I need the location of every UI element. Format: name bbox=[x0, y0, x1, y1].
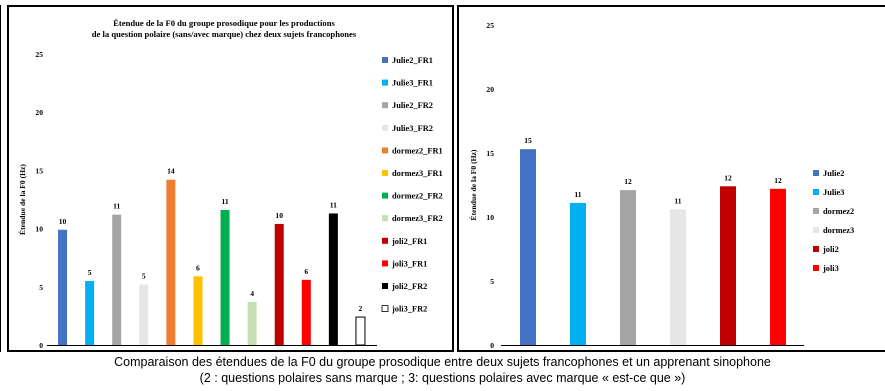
left-edge-line bbox=[0, 5, 1, 352]
legend-entry: Julie2 bbox=[823, 169, 844, 178]
legend-entry: Julie3 bbox=[823, 188, 844, 197]
legend-entry: joli3 bbox=[822, 264, 839, 273]
legend-swatch bbox=[813, 208, 819, 214]
y-tick-label: 5 bbox=[490, 277, 494, 286]
bar-julie3-fr1 bbox=[85, 280, 95, 345]
legend-swatch bbox=[382, 124, 388, 131]
bar-joli2-fr2 bbox=[328, 213, 338, 345]
legend-swatch bbox=[382, 102, 388, 109]
legend-swatch bbox=[813, 246, 819, 252]
data-label: 5 bbox=[88, 268, 92, 277]
data-label: 12 bbox=[724, 173, 732, 182]
y-tick-label: 25 bbox=[486, 21, 494, 30]
chart-sinophone: Étendue de la F0 (Hz) 0 5 10 15 20 25 15 11 12 11 1… bbox=[468, 21, 854, 350]
bar-joli3-fr1 bbox=[301, 279, 311, 345]
y-tick-label: 20 bbox=[486, 85, 494, 94]
legend-entry: joli2_FR1 bbox=[391, 237, 427, 246]
bar-joli2 bbox=[720, 186, 736, 345]
legend-entry: dormez2 bbox=[823, 207, 854, 216]
bar-julie2 bbox=[520, 149, 536, 345]
data-label: 6 bbox=[304, 267, 308, 276]
data-label: 11 bbox=[674, 196, 681, 205]
bar-joli3 bbox=[770, 188, 786, 345]
figure-caption-line-2: (2 : questions polaires sans marque ; 3:… bbox=[199, 371, 686, 385]
y-tick-label: 20 bbox=[35, 108, 43, 117]
legend-swatch bbox=[382, 57, 388, 63]
bar-dormez2-fr2 bbox=[220, 209, 230, 345]
legend-entry: Julie2_FR2 bbox=[392, 101, 433, 110]
bar-julie3 bbox=[570, 202, 586, 345]
bar-joli2-fr1 bbox=[274, 223, 284, 345]
figure-caption-line-1: Comparaison des étendues de la F0 du gro… bbox=[114, 355, 771, 369]
legend-swatch bbox=[382, 147, 388, 154]
bar-dormez3-fr2 bbox=[247, 301, 257, 345]
chart-panel-francophones: Étendue de la F0 du groupe prosodique po… bbox=[7, 5, 454, 352]
y-axis-label: Étendue de la F0 (Hz) bbox=[17, 164, 27, 235]
bar-dormez2-fr1 bbox=[166, 179, 176, 345]
data-label: 11 bbox=[574, 190, 581, 199]
legend-swatch bbox=[382, 260, 388, 267]
legend-entry: Julie2_FR1 bbox=[392, 56, 433, 65]
data-label: 12 bbox=[774, 176, 782, 185]
chart-francophones: Étendue de la F0 du groupe prosodique po… bbox=[17, 18, 443, 350]
bar-dormez3-fr1 bbox=[193, 276, 203, 345]
chart-title-line: de la question polaire (sans/avec marque… bbox=[92, 29, 357, 39]
legend-swatch bbox=[813, 265, 819, 271]
data-label: 11 bbox=[330, 200, 337, 209]
legend-swatch bbox=[382, 170, 388, 176]
y-tick-label: 25 bbox=[35, 50, 43, 59]
data-label: 14 bbox=[167, 167, 175, 176]
y-tick-label: 10 bbox=[35, 225, 43, 234]
legend-entry: dormez3_FR2 bbox=[392, 214, 443, 223]
legend-entry: dormez3_FR1 bbox=[392, 169, 443, 178]
legend-swatch bbox=[813, 170, 819, 176]
legend-entry: Julie3_FR1 bbox=[392, 79, 433, 88]
legend-swatch bbox=[382, 215, 388, 222]
chart-panel-sinophone: Étendue de la F0 (Hz) 0 5 10 15 20 25 15 11 12 11 1… bbox=[457, 5, 885, 352]
chart-title-line: Étendue de la F0 du groupe prosodique po… bbox=[113, 18, 335, 28]
bar-dormez3 bbox=[670, 209, 686, 345]
legend-entry: Julie3_FR2 bbox=[392, 124, 433, 133]
y-tick-label: 5 bbox=[39, 283, 43, 292]
y-tick-label: 15 bbox=[486, 149, 494, 158]
data-label: 5 bbox=[142, 271, 146, 280]
legend-entry: dormez2_FR1 bbox=[392, 146, 443, 155]
y-tick-label: 0 bbox=[39, 341, 43, 350]
legend-entry: dormez2_FR2 bbox=[392, 192, 443, 201]
bar-joli3-fr2 bbox=[355, 316, 366, 346]
data-label: 6 bbox=[196, 263, 200, 272]
bar-julie3-fr2 bbox=[139, 284, 149, 345]
legend-swatch bbox=[382, 192, 388, 199]
bar-julie2-fr1 bbox=[58, 229, 68, 345]
legend-entry: joli3_FR2 bbox=[391, 305, 427, 314]
legend-swatch bbox=[382, 79, 388, 86]
data-label: 4 bbox=[250, 289, 254, 298]
data-label: 11 bbox=[221, 197, 228, 206]
y-tick-label: 0 bbox=[490, 341, 494, 350]
data-label: 11 bbox=[113, 202, 120, 211]
legend-swatch bbox=[382, 283, 388, 289]
data-label: 15 bbox=[524, 136, 532, 145]
bar-julie2-fr2 bbox=[112, 214, 122, 345]
data-label: 10 bbox=[275, 211, 283, 220]
legend-entry: dormez3 bbox=[823, 226, 854, 235]
legend-swatch bbox=[813, 227, 819, 233]
y-axis-label: Étendue de la F0 (Hz) bbox=[468, 149, 478, 220]
legend-swatch bbox=[382, 237, 388, 244]
data-label: 10 bbox=[59, 217, 67, 226]
legend-entry: joli3_FR1 bbox=[391, 259, 427, 268]
legend-entry: joli2 bbox=[822, 245, 839, 254]
legend-entry: joli2_FR2 bbox=[391, 282, 427, 291]
data-label: 12 bbox=[624, 177, 632, 186]
legend-swatch bbox=[381, 305, 389, 313]
y-tick-label: 10 bbox=[486, 213, 494, 222]
bar-dormez2 bbox=[620, 190, 636, 345]
legend-swatch bbox=[813, 189, 819, 195]
data-label: 2 bbox=[359, 304, 363, 313]
y-tick-label: 15 bbox=[35, 166, 43, 175]
